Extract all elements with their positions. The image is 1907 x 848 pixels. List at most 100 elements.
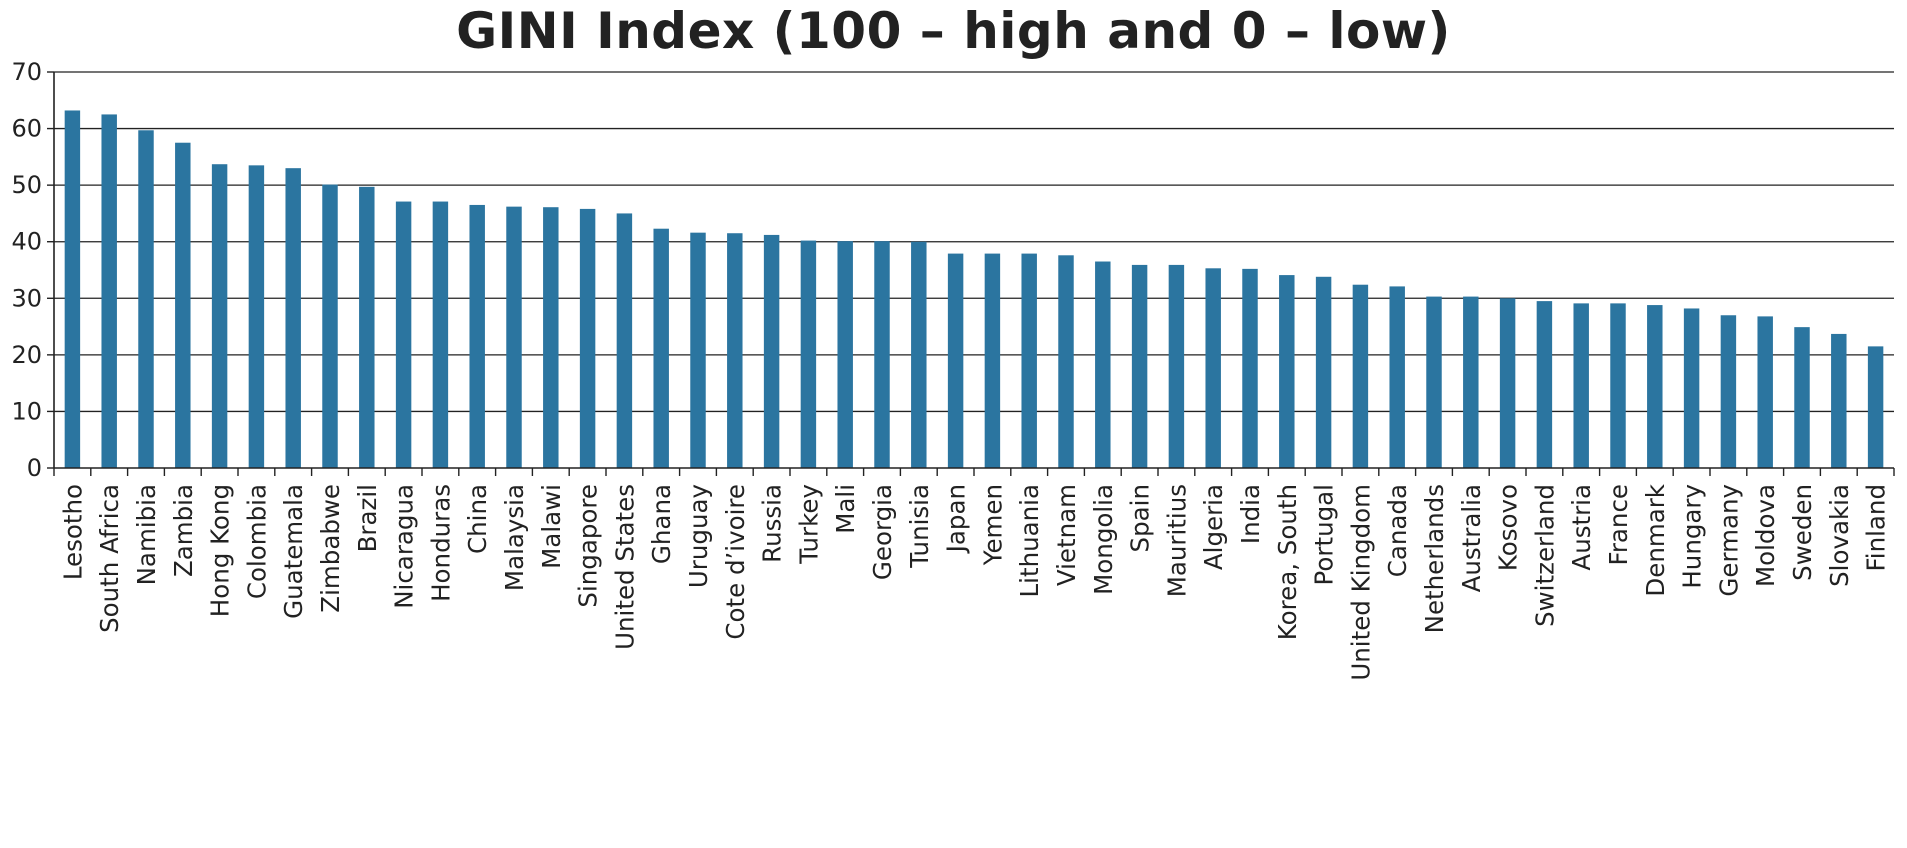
x-tick-label: Turkey <box>794 484 823 565</box>
x-tick-label: Honduras <box>426 484 455 602</box>
bar <box>322 184 338 468</box>
x-tick-label: United Kingdom <box>1346 484 1375 681</box>
y-tick-label: 40 <box>11 228 42 256</box>
bar <box>1499 298 1516 468</box>
x-tick-label: Austria <box>1567 484 1596 571</box>
y-tick-label: 50 <box>11 171 42 199</box>
x-tick-label: Mali <box>831 484 860 534</box>
x-tick-label: Moldova <box>1751 484 1780 587</box>
bar <box>800 240 817 468</box>
bar <box>1610 303 1626 468</box>
bars <box>64 110 1884 469</box>
bar <box>175 142 191 468</box>
x-tick-label: Japan <box>942 484 971 554</box>
x-tick-labels: Lesotho South Africa Namibia Zambia Hong Kon… <box>58 483 1890 680</box>
x-tick-label: Georgia <box>868 484 897 580</box>
bar <box>64 110 81 469</box>
bar <box>1058 255 1074 468</box>
bar <box>1389 286 1405 468</box>
x-tick-label: China <box>463 484 492 554</box>
bar <box>1205 268 1221 468</box>
x-tick-label: Korea, South <box>1273 484 1302 640</box>
bar <box>653 228 669 468</box>
x-tick-label: Mongolia <box>1089 484 1118 595</box>
x-tick-label: France <box>1604 484 1633 565</box>
x-tick-label: Vietnam <box>1052 484 1081 586</box>
bar <box>469 204 485 468</box>
y-tick-label: 10 <box>11 397 42 425</box>
bar <box>1021 253 1037 468</box>
axes <box>47 71 1895 476</box>
bar <box>1168 264 1185 468</box>
bar <box>248 165 265 469</box>
bar <box>1426 296 1442 468</box>
bar <box>1757 316 1773 468</box>
x-tick-label: Singapore <box>574 484 603 608</box>
bar <box>101 114 117 468</box>
bar <box>874 241 890 468</box>
bar <box>947 253 964 468</box>
chart-title: GINI Index (100 – high and 0 – low) <box>456 2 1451 60</box>
x-tick-label: Spain <box>1126 484 1155 552</box>
x-tick-label: Malaysia <box>500 484 529 591</box>
bar <box>432 201 449 468</box>
bar <box>763 234 780 468</box>
x-tick-label: South Africa <box>95 484 124 633</box>
x-tick-label: Uruguay <box>684 484 713 588</box>
bar <box>1279 275 1295 468</box>
y-tick-label: 60 <box>11 115 42 143</box>
bar <box>1095 261 1111 468</box>
x-tick-label: Guatemala <box>279 484 308 619</box>
x-tick-label: Hong Kong <box>206 484 235 617</box>
bar <box>1831 333 1847 468</box>
bar <box>1131 264 1148 468</box>
x-tick-label: Denmark <box>1641 483 1670 596</box>
bar <box>1683 308 1700 468</box>
bar <box>984 253 1001 468</box>
bar <box>1794 327 1810 468</box>
x-tick-label: Mauritius <box>1162 484 1191 597</box>
x-tick-label: Algeria <box>1199 484 1228 570</box>
x-tick-label: Tunisia <box>905 484 934 569</box>
x-tick-label: Kosovo <box>1494 484 1523 571</box>
y-tick-labels: 0 10 20 30 40 50 60 70 <box>11 58 42 482</box>
bar <box>1720 315 1737 468</box>
x-tick-label: Switzerland <box>1530 484 1559 627</box>
bar <box>506 206 522 468</box>
x-tick-label: Colombia <box>242 484 271 599</box>
bar <box>138 130 154 469</box>
bar <box>1352 284 1369 468</box>
x-tick-label: Sweden <box>1788 484 1817 581</box>
y-tick-label: 20 <box>11 341 42 369</box>
bar <box>395 201 412 468</box>
x-tick-label: India <box>1236 484 1265 544</box>
x-tick-label: Portugal <box>1310 484 1339 585</box>
x-tick-label: Finland <box>1862 484 1891 572</box>
x-tick-label: Canada <box>1383 484 1412 577</box>
x-tick-label: Nicaragua <box>390 484 419 609</box>
x-tick-label: Netherlands <box>1420 484 1449 633</box>
bar <box>211 164 228 468</box>
bar <box>616 213 633 468</box>
bar <box>727 233 743 468</box>
bar <box>1536 301 1553 468</box>
x-tick-label: Germany <box>1714 484 1743 597</box>
x-tick-label: Lithuania <box>1015 484 1044 597</box>
y-tick-label: 30 <box>11 284 42 312</box>
bar <box>1242 268 1258 468</box>
x-tick-label: Zimbabwe <box>316 484 345 613</box>
x-tick-label: Zambia <box>169 484 198 577</box>
x-tick-label: Ghana <box>647 484 676 564</box>
x-tick-label: Namibia <box>132 484 161 585</box>
bar <box>1867 346 1884 468</box>
x-tick-label: Cote d’ivoire <box>721 484 750 640</box>
x-tick-label: Lesotho <box>58 484 87 580</box>
bar <box>579 208 596 468</box>
bar <box>690 232 706 468</box>
bar <box>1647 305 1663 468</box>
bar <box>543 207 559 468</box>
x-tick-label: Yemen <box>978 484 1007 566</box>
bar <box>1463 296 1479 468</box>
bar <box>911 241 927 468</box>
